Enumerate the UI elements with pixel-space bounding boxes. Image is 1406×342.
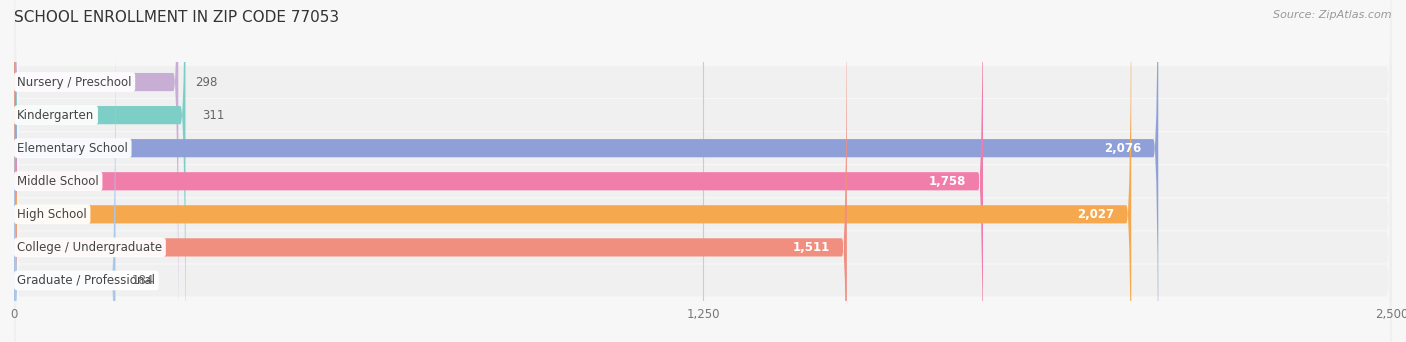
Text: 298: 298 [195, 76, 217, 89]
FancyBboxPatch shape [14, 0, 186, 342]
Text: Source: ZipAtlas.com: Source: ZipAtlas.com [1274, 10, 1392, 20]
FancyBboxPatch shape [14, 0, 115, 342]
FancyBboxPatch shape [14, 0, 983, 342]
FancyBboxPatch shape [14, 0, 1392, 342]
Text: High School: High School [17, 208, 87, 221]
FancyBboxPatch shape [14, 0, 846, 342]
Text: Elementary School: Elementary School [17, 142, 128, 155]
Text: 184: 184 [132, 274, 155, 287]
FancyBboxPatch shape [14, 0, 1132, 342]
FancyBboxPatch shape [14, 0, 1392, 342]
FancyBboxPatch shape [14, 0, 1159, 342]
FancyBboxPatch shape [14, 0, 1392, 342]
FancyBboxPatch shape [14, 0, 1392, 342]
Text: 1,758: 1,758 [929, 175, 966, 188]
Text: 2,076: 2,076 [1105, 142, 1142, 155]
Text: 1,511: 1,511 [793, 241, 831, 254]
Text: 2,027: 2,027 [1077, 208, 1115, 221]
Text: Graduate / Professional: Graduate / Professional [17, 274, 156, 287]
Text: SCHOOL ENROLLMENT IN ZIP CODE 77053: SCHOOL ENROLLMENT IN ZIP CODE 77053 [14, 10, 339, 25]
Text: Middle School: Middle School [17, 175, 98, 188]
FancyBboxPatch shape [14, 0, 1392, 342]
Text: College / Undergraduate: College / Undergraduate [17, 241, 163, 254]
FancyBboxPatch shape [14, 0, 1392, 342]
FancyBboxPatch shape [14, 0, 1392, 342]
Text: Nursery / Preschool: Nursery / Preschool [17, 76, 132, 89]
Text: Kindergarten: Kindergarten [17, 109, 94, 122]
FancyBboxPatch shape [14, 0, 179, 342]
Text: 311: 311 [202, 109, 225, 122]
